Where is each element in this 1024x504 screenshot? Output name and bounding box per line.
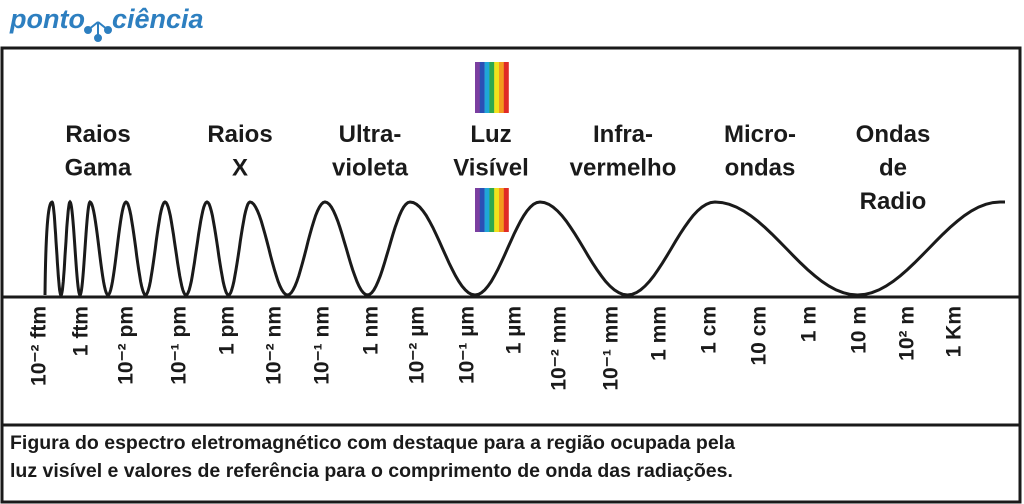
scale-tick-label: 10⁻¹ mm [600,306,623,391]
scale-tick-label: 10⁻² pm [115,306,138,385]
caption-line: luz visível e valores de referência para… [10,460,733,482]
region-label: Luz [470,121,511,148]
region-label: Raios [65,121,130,148]
rainbow-stripe [475,188,480,232]
scale-tick-label: 10⁻¹ nm [311,306,334,385]
scale-tick-label: 10² m [896,306,919,361]
region-label: Ondas [856,121,931,148]
region-label: Micro- [724,121,796,148]
scale-tick-label: 10⁻² ftm [28,306,51,386]
scale-tick-label: 10⁻¹ pm [168,306,191,385]
scale-tick-label: 1 cm [698,306,721,354]
scale-tick-label: 1 µm [503,306,526,354]
region-label: Gama [65,155,132,182]
scale-tick-label: 1 mm [648,306,671,361]
scale-tick-label: 10⁻² nm [263,306,286,385]
rainbow-stripe [494,188,500,232]
logo-icon [84,21,112,42]
rainbow-stripe [503,188,509,232]
region-label: violeta [332,155,409,182]
region-label: Infra- [593,121,653,148]
rainbow-stripe [489,62,495,113]
region-label: Visível [453,155,529,182]
region-label: X [232,155,248,182]
region-label: ondas [725,155,796,182]
scale-tick-label: 1 m [798,306,821,342]
region-label: Ultra- [339,121,402,148]
region-label: vermelho [570,155,677,182]
rainbow-stripe [494,62,500,113]
rainbow-stripe [499,188,504,232]
region-label: de [879,155,907,182]
scale-tick-label: 1 pm [216,306,239,355]
rainbow-stripe [479,62,485,113]
caption-line: Figura do espectro eletromagnético com d… [10,432,735,454]
region-label: Radio [860,188,927,215]
rainbow-stripe [484,62,490,113]
region-label: Raios [207,121,272,148]
rainbow-stripe [479,188,485,232]
scale-tick-label: 10⁻² mm [548,306,571,391]
scale-tick-label: 10 cm [748,306,771,366]
scale-tick-label: 1 nm [360,306,383,355]
rainbow-stripe [503,62,509,113]
frame [0,46,1022,504]
rainbow-stripe [484,188,490,232]
rainbow-stripe [475,62,480,113]
scale-tick-label: 1 Km [943,306,966,357]
scale-tick-label: 10 m [848,306,871,354]
logo-right: ciência [112,4,204,34]
scale-tick-label: 1 ftm [70,306,93,356]
rainbow-stripe [499,62,504,113]
scale-tick-label: 10⁻² µm [406,306,429,384]
rainbow-stripe [489,188,495,232]
logo-left: ponto [9,4,85,34]
wave [43,199,1005,298]
scale-tick-label: 10⁻¹ µm [456,306,479,384]
